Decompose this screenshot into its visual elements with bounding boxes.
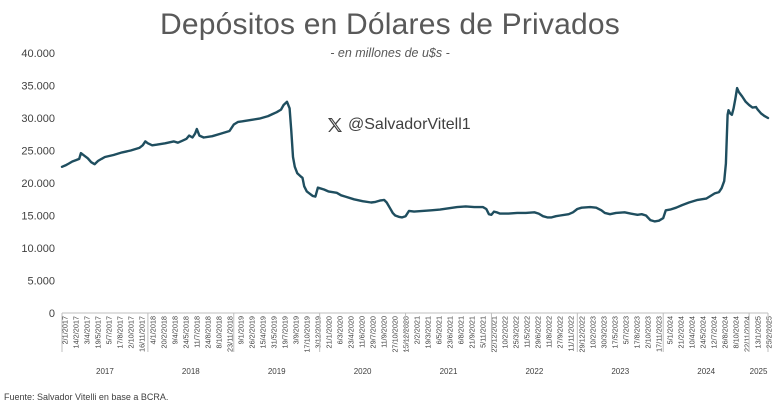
x-tick-label: 19/3/2021 — [424, 316, 433, 348]
x-tick-label: 5/7/2017 — [105, 316, 114, 344]
chart-subtitle: - en millones de u$s - — [330, 46, 450, 60]
x-tick-label: 5/11/2021 — [479, 316, 488, 348]
x-tick-label: 9/1/2019 — [237, 316, 246, 344]
watermark-handle: @SalvadorVitell1 — [348, 116, 471, 133]
x-tick-label: 19/5/2017 — [94, 316, 103, 348]
x-tick-label: 17/5/2023 — [611, 316, 620, 348]
x-tick-label: 17/11/2023 — [655, 316, 664, 352]
x-tick-label: 23/6/2021 — [446, 316, 455, 348]
x-tick-label: 11/6/2020 — [358, 316, 367, 348]
x-tick-label: 10/2/2023 — [589, 316, 598, 348]
x-tick-label: 27/10/2020 — [391, 316, 400, 353]
x-tick-label: 6/8/2021 — [457, 316, 466, 344]
y-tick-label: 20.000 — [21, 178, 55, 190]
chart-title: Depósitos en Dólares de Privados — [160, 8, 620, 41]
x-tick-label: 30/3/2023 — [600, 316, 609, 348]
x-tick-label: 21/2/2024 — [677, 316, 686, 348]
x-tick-label: 23/4/2020 — [347, 316, 356, 348]
x-tick-label: 11/9/2020 — [380, 316, 389, 348]
x-tick-label: 11/5/2022 — [523, 316, 532, 348]
y-tick-label: 25.000 — [21, 146, 55, 158]
y-tick-label: 5.000 — [27, 276, 55, 288]
year-label: 2023 — [611, 367, 629, 376]
year-label: 2025 — [750, 367, 768, 376]
x-tick-label: 24/8/2018 — [204, 316, 213, 348]
x-tick-label: 2/10/2023 — [644, 316, 653, 348]
year-label: 2022 — [525, 367, 543, 376]
x-tick-label: 25/3/2022 — [512, 316, 521, 348]
y-tick-label: 10.000 — [21, 243, 55, 255]
x-tick-label: 11/8/2022 — [545, 316, 554, 348]
x-tick-label: 11/11/2022 — [567, 316, 576, 351]
x-tick-label: 4/1/2018 — [149, 316, 158, 344]
y-tick-label: 30.000 — [21, 113, 55, 125]
x-tick-label: 21/1/2020 — [325, 316, 334, 348]
x-tick-label: 29/6/2022 — [534, 316, 543, 348]
x-tick-label: 6/5/2021 — [435, 316, 444, 344]
x-tick-label: 5/7/2023 — [622, 316, 631, 344]
x-tick-label: 9/4/2018 — [171, 316, 180, 344]
y-tick-label: 15.000 — [21, 211, 55, 223]
x-tick-label: 11/7/2018 — [193, 316, 202, 348]
series-line — [60, 86, 770, 223]
x-tick-label: 27/9/2022 — [556, 316, 565, 348]
y-tick-label: 0 — [49, 308, 55, 320]
x-tick-label: 31/5/2019 — [270, 316, 279, 348]
x-tick-label: 15/4/2019 — [259, 316, 268, 348]
x-tick-label: 13/1/2025 — [754, 316, 763, 348]
x-tick-label: 3/9/2019 — [292, 316, 301, 344]
x-tick-label: 29/12/2022 — [578, 316, 587, 353]
year-label: 2020 — [354, 367, 372, 376]
x-tick-label: 8/10/2018 — [215, 316, 224, 348]
year-label: 2017 — [96, 367, 114, 376]
x-tick-label: 6/3/2020 — [336, 316, 345, 344]
x-tick-label: 24/5/2024 — [699, 316, 708, 348]
x-tick-label: 12/7/2024 — [710, 316, 719, 348]
x-tick-label: 17/10/2019 — [303, 316, 312, 353]
x-tick-label: 3/12/2019 — [314, 316, 323, 348]
x-tick-label: 2/1/2017 — [61, 316, 70, 344]
x-tick-label: 26/2/2019 — [248, 316, 257, 348]
year-label: 2018 — [182, 367, 200, 376]
x-tick-label: 21/9/2021 — [468, 316, 477, 348]
x-tick-label: 2/2/2021 — [413, 316, 422, 344]
x-logo-icon — [328, 118, 342, 132]
x-tick-label: 29/7/2020 — [369, 316, 378, 348]
x-tick-label: 22/12/2021 — [490, 316, 499, 353]
x-tick-label: 10/4/2024 — [688, 316, 697, 348]
x-tick-label: 2/10/2017 — [127, 316, 136, 348]
x-tick-label: 8/10/2024 — [732, 316, 741, 348]
x-tick-label: 23/11/2018 — [226, 316, 235, 352]
year-label: 2024 — [697, 367, 715, 376]
x-tick-label: 24/5/2018 — [182, 316, 191, 348]
x-tick-label: 20/2/2018 — [160, 316, 169, 348]
x-tick-label: 5/1/2024 — [666, 316, 675, 344]
x-axis: 2/1/2017 14/2/2017 3/4/2017 19/5/2017 5/7/20… — [61, 312, 774, 376]
x-tick-label: 10/2/2022 — [501, 316, 510, 348]
x-tick-label: 16/11/2017 — [138, 316, 147, 352]
x-tick-label: 14/2/2017 — [72, 316, 81, 348]
x-tick-label: 3/4/2017 — [83, 316, 92, 344]
y-tick-label: 35.000 — [21, 81, 55, 93]
year-label: 2019 — [268, 367, 286, 376]
source-note: Fuente: Salvador Vitelli en base a BCRA. — [4, 392, 169, 402]
x-tick-label: 25/2/2025 — [765, 316, 774, 348]
x-tick-label: 26/8/2024 — [721, 316, 730, 348]
y-axis: 40.000 35.000 30.000 25.000 20.000 15.000 10.0… — [21, 48, 55, 320]
y-tick-label: 40.000 — [21, 48, 55, 60]
x-tick-label: 19/7/2019 — [281, 316, 290, 348]
year-label: 2021 — [440, 367, 458, 376]
plot-area — [60, 86, 770, 223]
x-tick-label: 22/11/2024 — [743, 316, 752, 352]
x-tick-label: 17/8/2017 — [116, 316, 125, 348]
x-tick-label: 17/8/2023 — [633, 316, 642, 348]
watermark: @SalvadorVitell1 — [326, 116, 471, 134]
